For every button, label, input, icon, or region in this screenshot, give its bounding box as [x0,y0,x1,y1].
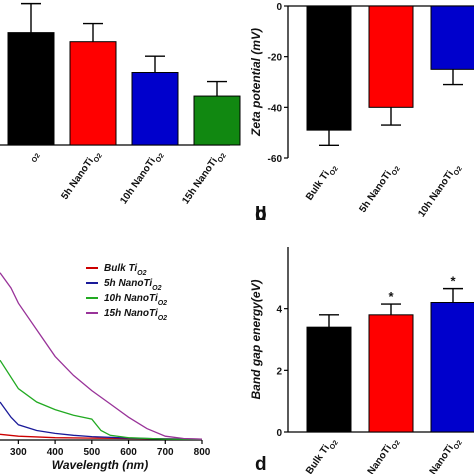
bar [368,314,414,433]
x-tick-label: 300 [10,447,27,458]
x-tick-label: 5h NanoTiO2 [357,161,401,216]
x-tick-label: Bulk TiO2 [304,435,339,474]
bar [430,302,474,433]
y-tick-label: -20 [268,53,283,64]
x-tick-label: 5h NanoTiO2 [59,148,103,203]
legend-label: 15h NanoTiO2 [104,308,167,322]
bar [306,5,352,131]
bar [368,5,414,108]
y-tick-label: 0 [276,2,282,13]
y-tick-label: 4 [276,305,282,316]
x-tick-label: 600 [120,447,137,458]
panel-b: 0 -20 -40 -60 Bulk TiO2 5h NanoTiO2 10h NanoTi… [249,2,474,225]
panel-a: O2 5h NanoTiO2 10h NanoTiO2 15h NanoTiO2 [0,2,241,207]
bar [7,32,55,146]
bar [430,5,474,70]
bar [193,95,241,146]
x-tick-label: 400 [47,447,64,458]
series-line [0,359,203,441]
y-tick-label: 0 [276,428,282,439]
panel-label: d [255,204,267,225]
significance-marker: * [450,274,456,289]
x-tick-label: 5h NanoTiO2 [357,435,401,474]
y-axis-label: Band gap energy(eV) [249,279,263,399]
x-tick-label: 10h NanoTiO2 [416,161,463,220]
y-tick-label: 2 [276,366,282,377]
x-tick-label: 500 [83,447,100,458]
panel-c: 300 400 500 600 700 800 Wavelength (nm) Bulk Ti… [0,263,211,472]
x-axis-label: Wavelength (nm) [52,458,148,472]
panel-label: b [255,204,267,225]
y-axis-label: Zeta potential (mV) [249,28,263,137]
y-tick-label: -40 [268,103,283,114]
x-tick-label: 10h NanoTiO2 [118,148,165,207]
bar [69,41,117,146]
legend-label: 10h NanoTiO2 [104,293,167,307]
x-tick-label: 10h NanoTiO2 [416,435,463,474]
series-line [0,272,203,440]
bar [306,326,352,433]
x-tick-label: O2 [30,152,41,164]
significance-marker: * [388,289,394,304]
panel-label-d: d [255,454,267,474]
x-tick-label: 800 [194,447,211,458]
x-tick-label: 700 [157,447,174,458]
x-tick-label: 15h NanoTiO2 [180,148,227,207]
legend-label: 5h NanoTiO2 [104,278,162,292]
x-tick-label: Bulk TiO2 [304,161,339,204]
y-tick-label: -60 [268,154,283,165]
legend-label: Bulk TiO2 [104,263,147,277]
series-line [0,401,203,440]
panel-label-b: b [255,204,267,225]
bar [131,72,179,146]
